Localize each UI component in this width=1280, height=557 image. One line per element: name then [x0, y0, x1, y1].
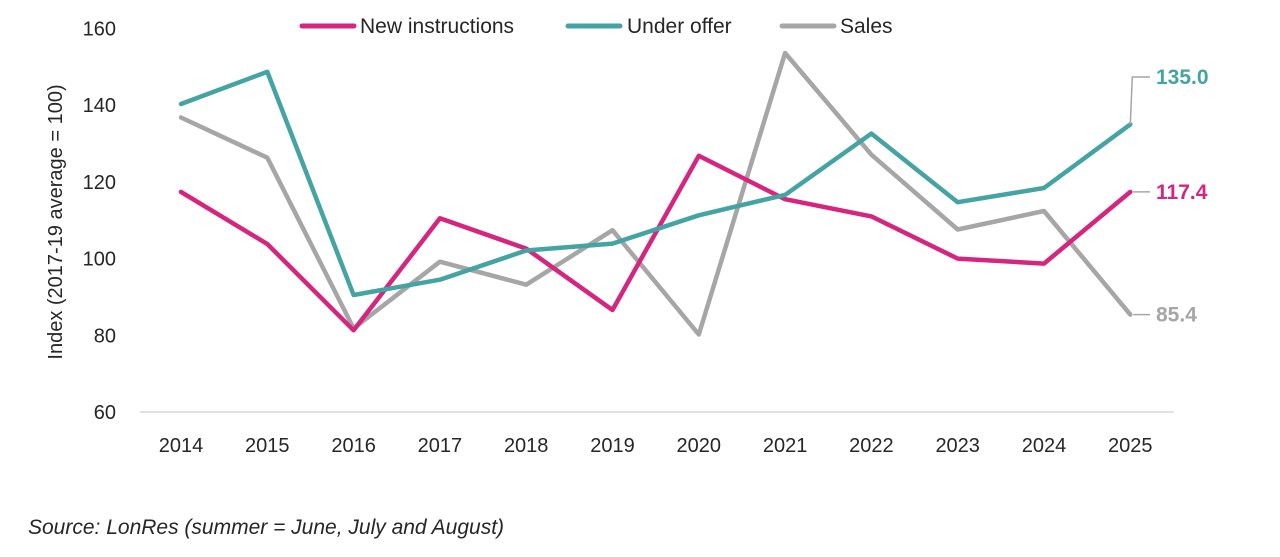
x-axis-ticks: 2014 2015 2016 2017 2018 2019 2020 2021 2022 2023…: [159, 435, 1153, 457]
legend: New instructions Under offer Sales: [299, 15, 893, 38]
y-tick-label: 60: [94, 402, 116, 424]
source-note: Source: LonRes (summer = June, July and …: [28, 516, 505, 539]
x-tick-label: 2017: [418, 435, 463, 457]
series-line-sales: [178, 50, 1133, 337]
y-tick-label: 80: [94, 325, 116, 347]
x-tick-label: 2021: [763, 435, 808, 457]
y-axis-ticks: 60 80 100 120 140 160: [83, 19, 116, 425]
x-tick-label: 2018: [504, 435, 549, 457]
y-tick-label: 100: [83, 249, 116, 271]
series-layer: [178, 50, 1133, 337]
y-axis-label: Index (2017-19 average = 100): [45, 84, 67, 359]
end-value-label: 117.4: [1156, 181, 1208, 204]
series-line-under-offer: [178, 69, 1133, 298]
x-tick-label: 2016: [331, 435, 376, 457]
x-tick-label: 2015: [245, 435, 290, 457]
x-tick-label: 2019: [590, 435, 635, 457]
x-tick-label: 2025: [1108, 435, 1153, 457]
end-label-leaders: 117.4 135.0 85.4: [1129, 66, 1209, 327]
series-line-new-instructions: [178, 153, 1133, 333]
y-tick-label: 140: [83, 95, 116, 117]
end-value-label: 135.0: [1156, 66, 1209, 89]
x-tick-label: 2022: [849, 435, 894, 457]
legend-label: New instructions: [360, 15, 514, 38]
y-tick-label: 160: [83, 19, 116, 41]
end-label-leader-line: [1129, 76, 1150, 125]
legend-label: Sales: [840, 15, 893, 38]
end-value-label: 85.4: [1156, 304, 1197, 327]
x-tick-label: 2014: [159, 435, 204, 457]
y-tick-label: 120: [83, 172, 116, 194]
legend-label: Under offer: [627, 15, 732, 38]
x-tick-label: 2024: [1022, 435, 1067, 457]
x-tick-label: 2023: [935, 435, 980, 457]
x-tick-label: 2020: [677, 435, 722, 457]
